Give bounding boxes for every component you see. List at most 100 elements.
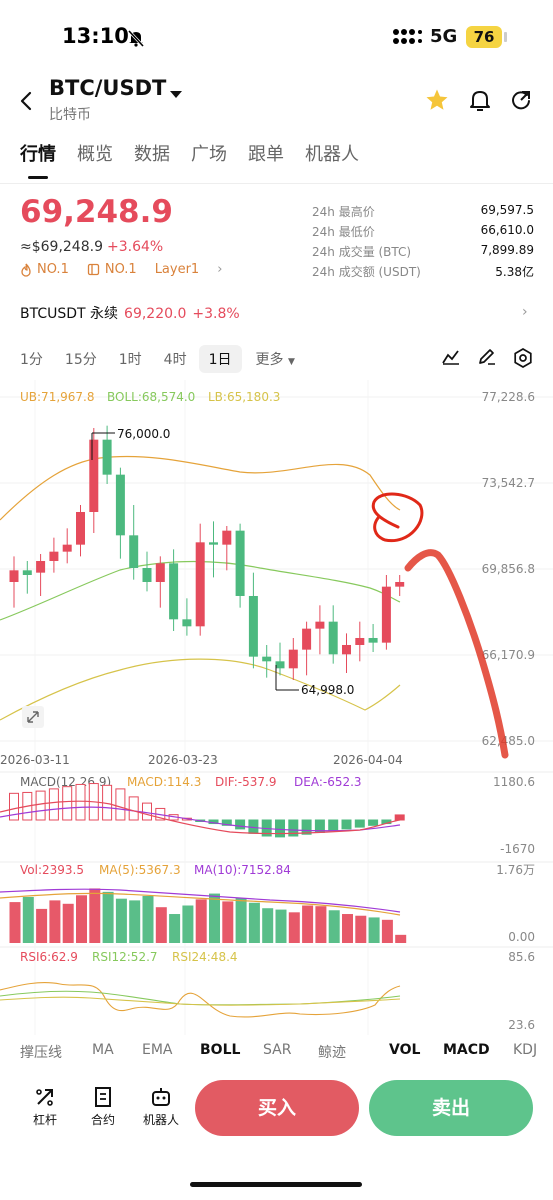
rank-badges[interactable]: NO.1 NO.1 Layer1 › — [20, 262, 240, 277]
tab-market[interactable]: 行情 — [20, 140, 56, 184]
indicator-ema[interactable]: EMA — [142, 1042, 173, 1058]
volume-bar — [182, 905, 194, 943]
candle-body — [129, 535, 139, 568]
candle-body — [395, 581, 405, 587]
volume-bar — [22, 896, 34, 943]
expand-icon[interactable] — [22, 706, 44, 728]
timeframe-1h[interactable]: 1时 — [118, 352, 142, 368]
tab-square[interactable]: 广场 — [191, 144, 227, 165]
timeframe-more-label: 更多 — [255, 352, 284, 368]
volume-bar — [395, 934, 407, 943]
perpetual-link[interactable]: BTCUSDT 永续 69,220.0 +3.8% — [20, 303, 240, 323]
settings-gear-icon[interactable] — [513, 348, 533, 372]
candle-body — [76, 511, 85, 545]
pair-title[interactable]: BTC/USDT — [49, 76, 167, 100]
timeframe-15m[interactable]: 15分 — [64, 352, 97, 368]
indicator-macd[interactable]: MACD — [443, 1042, 490, 1058]
macd-bar — [341, 819, 352, 830]
indicator-boll[interactable]: BOLL — [200, 1042, 241, 1058]
mute-bell-icon — [126, 28, 146, 52]
macd-bar — [48, 788, 59, 821]
bell-icon[interactable] — [469, 88, 491, 116]
candle — [342, 633, 351, 673]
indicator-ma[interactable]: MA — [92, 1042, 114, 1058]
macd-bar — [368, 819, 379, 826]
tab-data[interactable]: 数据 — [134, 144, 170, 165]
stat-value: 7,899.89 — [480, 243, 534, 257]
candle-body — [182, 619, 192, 627]
price-change: +3.64% — [106, 239, 164, 255]
usd-price: ≈$69,248.9 +3.64% — [20, 239, 163, 255]
price-tick: 77,228.6 — [482, 390, 535, 404]
macd-legend-name: MACD(12,26,9) — [20, 775, 111, 789]
volume-bar — [235, 898, 247, 943]
macd-axis-bottom: -1670 — [500, 842, 535, 856]
kline-chart[interactable]: UB:71,967.8 BOLL:68,574.0 LB:65,180.3 77… — [0, 380, 553, 1035]
legend-ub: UB:71,967.8 — [20, 390, 95, 404]
candle — [368, 623, 378, 652]
candle-body — [102, 439, 112, 475]
indicator-whale[interactable]: 鲸迹 — [318, 1045, 346, 1061]
contract-button[interactable]: 合约 — [86, 1086, 120, 1128]
last-price: 69,248.9 — [20, 194, 173, 230]
vol-legend: Vol:2393.5 — [20, 863, 84, 877]
candle-body — [235, 530, 245, 596]
timeframe-more[interactable]: 更多 ▼ — [256, 349, 295, 369]
dif-line — [0, 800, 401, 835]
tab-overview[interactable]: 概览 — [77, 144, 113, 165]
date-tick: 2026-03-11 — [0, 753, 70, 767]
pair-subtitle: 比特币 — [49, 107, 91, 123]
buy-button[interactable]: 买入 — [195, 1080, 359, 1136]
volume-bar — [209, 893, 220, 943]
stat-value: 66,610.0 — [480, 223, 534, 237]
indicator-kdj[interactable]: KDJ — [513, 1042, 538, 1058]
share-icon[interactable] — [510, 88, 532, 116]
macd-axis-top: 1180.6 — [493, 775, 535, 789]
stat-row: 24h 成交额 (USDT) 5.38亿 — [312, 263, 534, 283]
stat-label: 24h 最高价 — [312, 205, 375, 219]
volume-bar — [142, 895, 154, 943]
volume-bar — [275, 909, 287, 943]
stat-row: 24h 成交量 (BTC) 7,899.89 — [312, 243, 534, 263]
legend-boll: BOLL:68,574.0 — [107, 390, 195, 404]
vol-ma10-line — [0, 888, 401, 913]
rsi6-legend: RSI6:62.9 — [20, 950, 78, 964]
chevron-right-icon[interactable]: › — [522, 304, 528, 320]
rsi24-line — [0, 996, 401, 1006]
star-icon[interactable] — [425, 88, 449, 116]
tab-robot[interactable]: 机器人 — [305, 144, 359, 165]
robot-button[interactable]: 机器人 — [138, 1086, 184, 1128]
candle-body — [169, 563, 179, 620]
timeframe-1d[interactable]: 1日 — [198, 345, 242, 373]
sell-button[interactable]: 卖出 — [369, 1080, 533, 1136]
volume-bar — [155, 907, 167, 943]
candle — [9, 556, 19, 608]
indicator-support[interactable]: 撑压线 — [20, 1045, 62, 1061]
date-tick: 2026-03-23 — [148, 753, 218, 767]
timeframe-4h[interactable]: 4时 — [163, 352, 187, 368]
candle-body — [302, 628, 312, 650]
timeframe-1m[interactable]: 1分 — [20, 352, 43, 368]
indicator-icon[interactable] — [441, 348, 461, 370]
handdrawn-arrow — [404, 549, 509, 759]
tab-copy-trade[interactable]: 跟单 — [248, 144, 284, 165]
chevron-down-icon[interactable] — [170, 84, 182, 103]
leverage-label: 杠杆 — [32, 1113, 57, 1127]
vol-axis-top: 1.76万 — [496, 863, 535, 877]
macd-legend-value: MACD:114.3 — [127, 775, 201, 789]
candle — [235, 523, 245, 608]
market-tabs: 行情 概览 数据 广场 跟单 机器人 — [20, 140, 380, 184]
draw-pen-icon[interactable] — [477, 348, 497, 370]
candle-body — [89, 439, 99, 512]
indicator-vol[interactable]: VOL — [389, 1042, 421, 1058]
price-tick: 66,170.9 — [482, 648, 535, 662]
macd-legend-dea: DEA:-652.3 — [294, 775, 362, 789]
low-annotation: 64,998.0 — [301, 683, 354, 697]
indicator-sar[interactable]: SAR — [263, 1042, 292, 1058]
candle-body — [342, 644, 351, 655]
volume-bar — [49, 900, 61, 943]
leverage-button[interactable]: 杠杆 — [28, 1086, 62, 1128]
volume-bar — [328, 910, 340, 943]
back-arrow-icon[interactable] — [18, 90, 34, 116]
vol-ma5-legend: MA(5):5367.3 — [99, 863, 181, 877]
